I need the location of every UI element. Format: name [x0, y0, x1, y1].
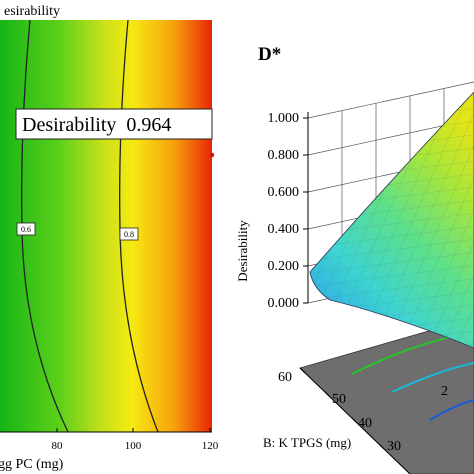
z-tick-label: 0.800	[268, 148, 300, 163]
x-tick-label: 80	[52, 440, 64, 452]
contour-label-0-6-text: 0.6	[21, 225, 31, 234]
optimum-point	[209, 152, 215, 158]
y-axis-label: B: K TPGS (mg)	[263, 435, 351, 450]
z-tick-label: 0.200	[268, 259, 300, 274]
surface-panel: D*	[235, 44, 474, 474]
contour-x-axis-label: gg PC (mg)	[0, 457, 64, 472]
x-tick-label: 120	[202, 440, 219, 452]
contour-label-0-8: 0.8	[119, 227, 139, 241]
response-surface-mesh	[310, 92, 474, 348]
z-tick-label: 0.000	[268, 296, 300, 311]
z-tick-label: 0.600	[268, 185, 300, 200]
contour-title: esirability	[4, 4, 60, 19]
floor-contour-cyan	[391, 362, 474, 393]
desirability-annotation: Desirability 0.964	[15, 108, 213, 140]
panel-label: D*	[258, 44, 281, 65]
y-tick-label: 30	[387, 439, 401, 454]
floor-contour-blue	[429, 399, 474, 421]
z-axis-label: Desirability	[235, 220, 250, 282]
z-tick-label: 0.400	[268, 222, 300, 237]
z-tick-label: 1.000	[268, 111, 300, 126]
y-tick-label: 40	[358, 416, 372, 431]
y-tick-label: 50	[332, 392, 346, 407]
contour-label-0-6: 0.6	[16, 222, 36, 236]
contour-panel: esirability 0.6 0.8 Desirability 0.964 8…	[0, 4, 219, 472]
y-tick-label: 60	[278, 370, 292, 385]
z-tick-marks	[303, 117, 308, 304]
y-tick-marks	[299, 367, 386, 451]
desirability-annotation-text: Desirability 0.964	[22, 114, 171, 136]
x-tick-label-partial: 2	[441, 384, 448, 399]
contour-label-0-8-text: 0.8	[124, 230, 134, 239]
x-tick-label: 100	[125, 440, 142, 452]
